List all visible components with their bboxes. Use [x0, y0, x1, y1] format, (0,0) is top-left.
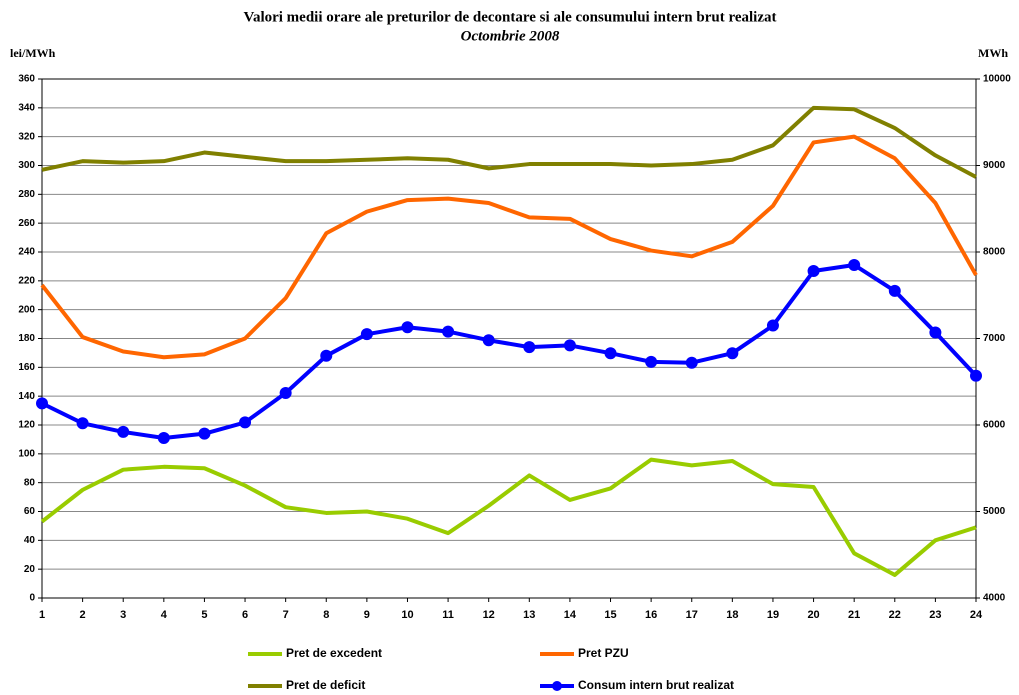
x-tick-label: 18: [726, 609, 738, 621]
data-point: [685, 356, 698, 369]
legend-label: Pret de excedent: [286, 646, 382, 660]
x-tick-label: 2: [80, 609, 86, 621]
data-point: [117, 425, 130, 438]
x-tick-label: 17: [686, 609, 698, 621]
y-tick-label: 40: [24, 535, 36, 546]
data-point: [157, 431, 170, 444]
x-tick-label: 21: [848, 609, 860, 621]
y-tick-label: 20: [24, 564, 36, 575]
chart-title: Valori medii orare ale preturilor de dec…: [243, 9, 776, 25]
x-tick-label: 8: [323, 609, 329, 621]
x-tick-label: 16: [645, 609, 657, 621]
data-point: [929, 326, 942, 339]
legend-label: Pret de deficit: [286, 678, 365, 692]
x-tick-label: 22: [889, 609, 901, 621]
data-point: [279, 386, 292, 399]
y-tick-label: 280: [18, 189, 35, 200]
data-point: [970, 369, 982, 382]
y-axis-label: lei/MWh: [10, 46, 56, 60]
y2-axis-label: MWh: [978, 46, 1008, 60]
y-tick-label: 200: [18, 304, 35, 315]
y2-tick-label: 6000: [983, 420, 1006, 431]
x-tick-label: 3: [120, 609, 126, 621]
series-line: [41, 105, 977, 179]
x-tick-label: 10: [401, 609, 413, 621]
y2-tick-label: 7000: [983, 333, 1006, 344]
y2-tick-label: 8000: [983, 247, 1006, 258]
y-tick-label: 140: [18, 391, 35, 402]
x-tick-label: 1: [39, 609, 45, 621]
y2-tick-label: 5000: [983, 506, 1006, 517]
data-point: [482, 334, 495, 347]
data-point: [888, 284, 901, 297]
data-point: [401, 321, 414, 334]
series-line: [41, 262, 978, 440]
x-tick-label: 15: [604, 609, 616, 621]
data-point: [320, 349, 333, 362]
y-tick-label: 60: [24, 506, 36, 517]
x-tick-label: 19: [767, 609, 779, 621]
data-point: [807, 265, 820, 278]
x-tick-label: 13: [523, 609, 535, 621]
data-point: [239, 416, 252, 429]
data-point: [766, 319, 779, 332]
data-point: [523, 341, 536, 354]
legend-marker: [552, 681, 562, 691]
data-point: [726, 347, 739, 360]
x-tick-label: 20: [807, 609, 819, 621]
data-point: [848, 258, 861, 271]
y-tick-label: 80: [24, 477, 36, 488]
legend-label: Pret PZU: [578, 646, 629, 660]
series-line: [40, 134, 978, 360]
y-tick-label: 180: [18, 333, 35, 344]
data-point: [563, 339, 576, 352]
y-tick-label: 260: [18, 218, 35, 229]
chart-subtitle: Octombrie 2008: [461, 28, 560, 44]
x-tick-label: 23: [929, 609, 941, 621]
y-tick-label: 220: [18, 275, 35, 286]
data-point: [360, 328, 373, 341]
x-tick-label: 14: [564, 609, 577, 621]
data-point: [198, 427, 211, 440]
data-point: [76, 417, 89, 430]
x-tick-label: 7: [283, 609, 289, 621]
legend-label: Consum intern brut realizat: [578, 678, 734, 692]
x-tick-label: 24: [970, 609, 983, 621]
data-point: [442, 325, 455, 338]
x-tick-label: 5: [201, 609, 207, 621]
y-tick-label: 300: [18, 160, 35, 171]
y-tick-label: 100: [18, 448, 35, 459]
y-tick-label: 240: [18, 247, 35, 258]
y2-tick-label: 10000: [983, 74, 1011, 85]
x-tick-label: 6: [242, 609, 248, 621]
y-tick-label: 340: [18, 102, 35, 113]
data-point: [36, 397, 48, 410]
y-tick-label: 120: [18, 420, 35, 431]
x-tick-label: 11: [442, 609, 454, 621]
plot-area: [41, 78, 977, 599]
x-tick-label: 9: [364, 609, 370, 621]
x-tick-label: 12: [483, 609, 495, 621]
y-tick-label: 160: [18, 362, 35, 373]
y-tick-label: 0: [29, 593, 35, 604]
y2-tick-label: 4000: [983, 593, 1006, 604]
y2-tick-label: 9000: [983, 160, 1006, 171]
series-line: [40, 457, 977, 577]
y-tick-label: 320: [18, 131, 35, 142]
data-point: [604, 347, 617, 360]
x-tick-label: 4: [161, 609, 168, 621]
y-tick-label: 360: [18, 74, 35, 85]
data-point: [645, 355, 658, 368]
